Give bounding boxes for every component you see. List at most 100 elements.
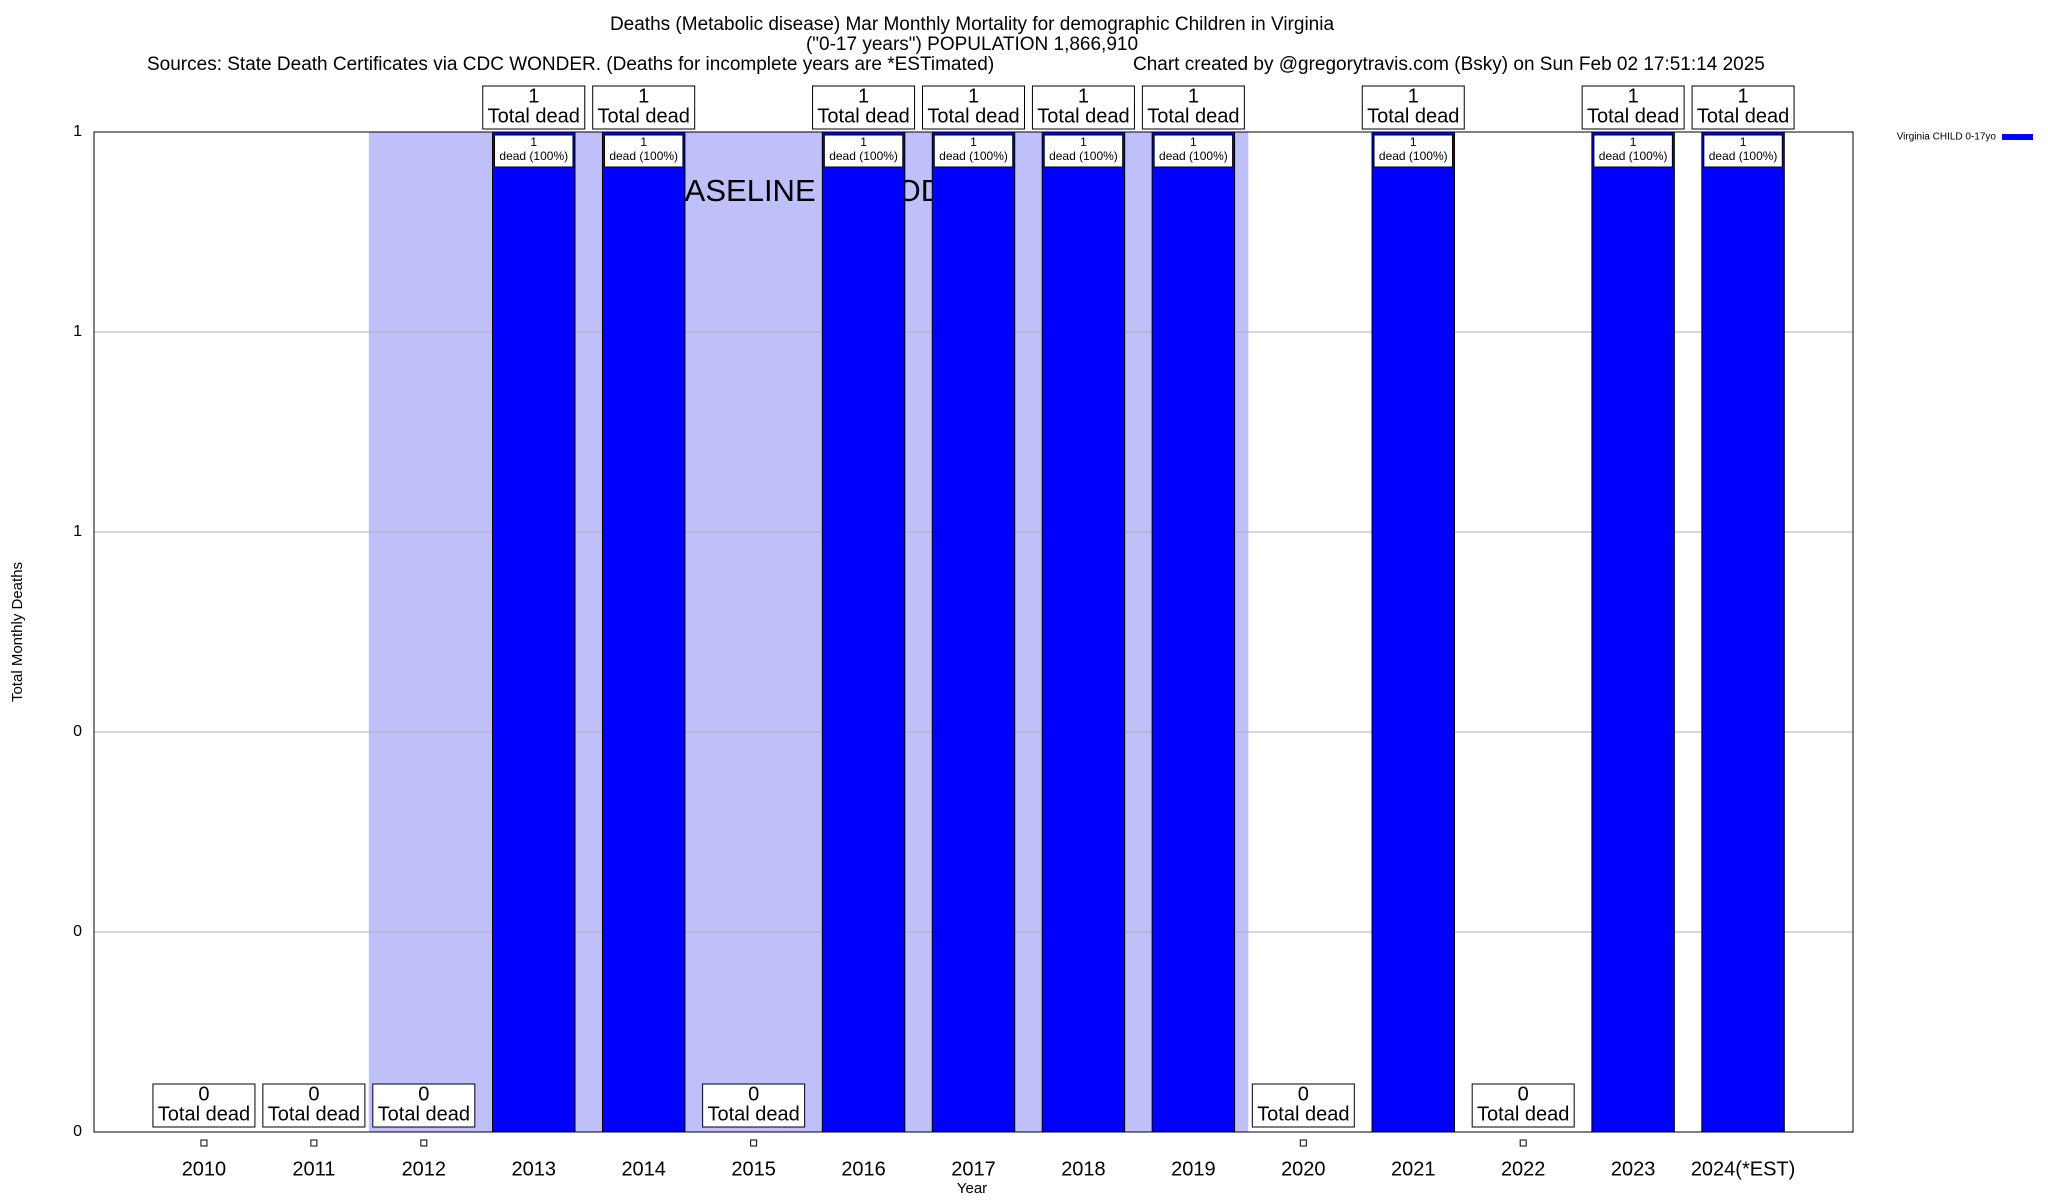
zero-marker — [420, 1139, 428, 1147]
sources: Sources: State Death Certificates via CD… — [147, 54, 994, 75]
inner-label: dead (100%) — [1049, 149, 1118, 163]
value-label: 0 — [308, 1083, 319, 1105]
value-label: 1 — [1408, 85, 1419, 107]
total-label: Total dead — [1477, 1103, 1569, 1125]
total-label-box — [702, 1083, 806, 1128]
x-tick-label: 2014 — [621, 1158, 666, 1180]
inner-value-label: 1 — [1410, 135, 1417, 149]
inner-label: dead (100%) — [499, 149, 568, 163]
x-tick-label: 2017 — [951, 1158, 996, 1180]
x-tick-label: 2021 — [1391, 1158, 1436, 1180]
inner-value-label: 1 — [530, 135, 537, 149]
total-label: Total dead — [1367, 105, 1459, 127]
total-label: Total dead — [1147, 105, 1239, 127]
x-tick-label: 2011 — [292, 1158, 335, 1180]
total-label: Total dead — [817, 105, 909, 127]
zero-marker — [1299, 1139, 1307, 1147]
x-tick-label: 2024(*EST) — [1691, 1158, 1796, 1180]
value-label: 0 — [418, 1083, 429, 1105]
x-tick-label: 2016 — [841, 1158, 886, 1180]
value-label: 0 — [198, 1083, 209, 1105]
inner-value-label: 1 — [1080, 135, 1087, 149]
total-label: Total dead — [268, 1103, 360, 1125]
value-label: 1 — [968, 85, 979, 107]
inner-label: dead (100%) — [1379, 149, 1448, 163]
total-label: Total dead — [598, 105, 690, 127]
value-label: 1 — [638, 85, 649, 107]
total-label-box — [152, 1083, 256, 1128]
x-tick-label: 2020 — [1281, 1158, 1326, 1180]
bar — [1041, 131, 1126, 1133]
inner-value-label: 1 — [1740, 135, 1747, 149]
y-tick-label: 1 — [73, 523, 82, 540]
legend-label: Virginia CHILD 0-17yo — [1897, 132, 1997, 143]
y-axis-label: Total Monthly Deaths — [9, 562, 26, 702]
total-label-box — [482, 85, 586, 130]
inner-value-label: 1 — [970, 135, 977, 149]
inner-label-box — [1703, 134, 1783, 168]
inner-value-label: 1 — [860, 135, 867, 149]
bar — [931, 131, 1016, 1133]
value-label: 0 — [1298, 1083, 1309, 1105]
value-label: 0 — [748, 1083, 759, 1105]
total-label: Total dead — [927, 105, 1019, 127]
zero-marker — [310, 1139, 318, 1147]
inner-label-box — [823, 134, 904, 168]
x-tick-label: 2022 — [1501, 1158, 1546, 1180]
total-label: Total dead — [158, 1103, 250, 1125]
total-label-box — [1691, 85, 1795, 130]
inner-label: dead (100%) — [609, 149, 678, 163]
inner-label-box — [1153, 134, 1234, 168]
inner-label-box — [494, 134, 574, 168]
total-label-box — [1031, 85, 1135, 130]
y-tick-label: 0 — [73, 1123, 82, 1140]
bar — [821, 131, 906, 1133]
y-tick-label: 0 — [73, 723, 82, 740]
bar — [1701, 131, 1785, 1133]
total-label-box — [1141, 85, 1245, 130]
inner-label-box — [1043, 134, 1124, 168]
inner-value-label: 1 — [1190, 135, 1197, 149]
total-label-box — [1251, 1083, 1355, 1128]
x-tick-label: 2012 — [402, 1158, 447, 1180]
inner-value-label: 1 — [1630, 135, 1637, 149]
inner-label: dead (100%) — [829, 149, 898, 163]
x-tick-label: 2023 — [1611, 1158, 1656, 1180]
inner-label-box — [933, 134, 1014, 168]
inner-label-box — [1593, 134, 1673, 168]
total-label: Total dead — [1037, 105, 1129, 127]
bar — [1151, 131, 1236, 1133]
total-label: Total dead — [707, 1103, 799, 1125]
total-label: Total dead — [488, 105, 580, 127]
value-label: 1 — [858, 85, 869, 107]
value-label: 1 — [1188, 85, 1199, 107]
total-label: Total dead — [1587, 105, 1679, 127]
inner-label: dead (100%) — [1599, 149, 1668, 163]
legend-swatch — [2002, 134, 2033, 140]
x-tick-label: 2019 — [1171, 1158, 1216, 1180]
inner-label: dead (100%) — [1159, 149, 1228, 163]
inner-value-label: 1 — [640, 135, 647, 149]
value-label: 1 — [1628, 85, 1639, 107]
x-tick-label: 2010 — [182, 1158, 227, 1180]
y-tick-label: 0 — [73, 923, 82, 940]
total-label-box — [1471, 1083, 1575, 1128]
y-tick-label: 1 — [73, 323, 82, 340]
total-label-box — [1581, 85, 1685, 130]
y-tick-label: 1 — [73, 123, 82, 140]
total-label: Total dead — [378, 1103, 470, 1125]
inner-label: dead (100%) — [939, 149, 1008, 163]
total-label-box — [592, 85, 696, 130]
value-label: 1 — [1738, 85, 1749, 107]
chart-subtitle: ("0-17 years") POPULATION 1,866,910 — [806, 34, 1138, 55]
total-label-box — [812, 85, 916, 130]
x-axis-label: Year — [957, 1180, 987, 1197]
total-label-box — [372, 1083, 476, 1128]
x-tick-label: 2018 — [1061, 1158, 1106, 1180]
value-label: 1 — [1078, 85, 1089, 107]
zero-marker — [750, 1139, 758, 1147]
value-label: 1 — [528, 85, 539, 107]
value-label: 0 — [1518, 1083, 1529, 1105]
total-label: Total dead — [1257, 1103, 1349, 1125]
